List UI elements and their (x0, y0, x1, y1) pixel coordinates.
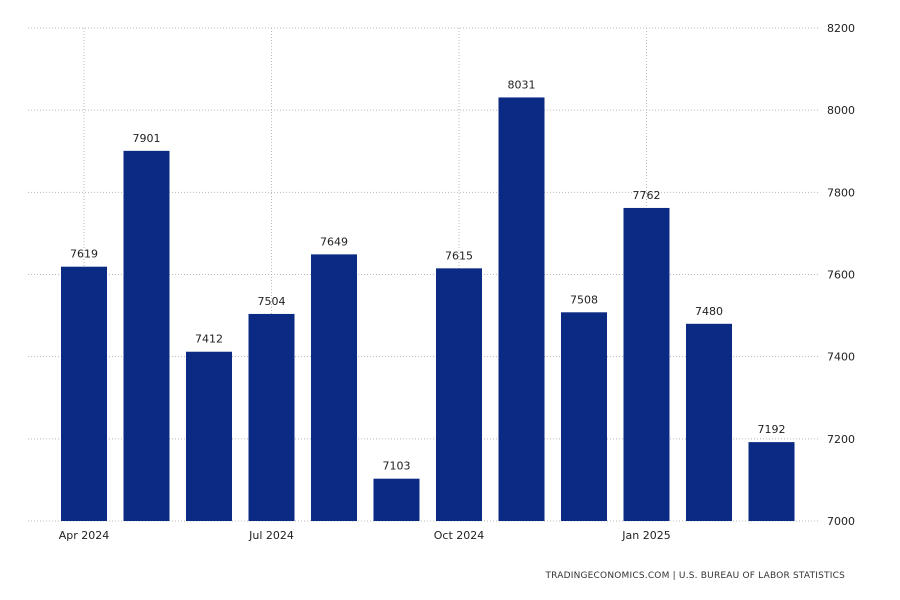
y-axis: 7000 7200 7400 7600 7800 8000 8200 (827, 22, 855, 528)
y-tick-label: 7000 (827, 515, 855, 528)
data-label: 7901 (133, 132, 161, 145)
data-label: 7480 (695, 305, 723, 318)
data-label: 7412 (195, 333, 223, 346)
bar (748, 442, 795, 521)
bar (686, 323, 732, 521)
source-footer: TRADINGECONOMICS.COM | U.S. BUREAU OF LA… (545, 571, 845, 581)
y-tick-label: 7800 (827, 186, 855, 199)
x-tick-label: Jan 2025 (621, 529, 670, 542)
data-label: 8031 (508, 78, 536, 91)
y-tick-label: 7600 (827, 269, 855, 282)
y-tick-label: 7200 (827, 433, 855, 446)
data-label: 7103 (383, 460, 411, 473)
data-label: 7619 (70, 248, 98, 261)
data-label: 7508 (570, 293, 598, 306)
bar (561, 312, 607, 521)
data-label: 7192 (758, 423, 786, 436)
x-tick-label: Jul 2024 (248, 529, 294, 542)
bar (186, 351, 232, 521)
bar (248, 313, 295, 521)
bar (311, 254, 357, 521)
data-label: 7615 (445, 249, 473, 262)
data-label: 7504 (258, 295, 286, 308)
data-labels: 7619 7901 7412 7504 7649 7103 7615 8031 7508 7762… (70, 78, 786, 472)
bar (623, 207, 670, 521)
bar (123, 150, 170, 521)
data-label: 7649 (320, 235, 348, 248)
bar (61, 266, 107, 521)
y-tick-label: 7400 (827, 351, 855, 364)
bar (373, 478, 420, 521)
y-tick-label: 8000 (827, 104, 855, 117)
x-axis: Apr 2024 Jul 2024 Oct 2024 Jan 2025 (59, 529, 671, 542)
y-tick-label: 8200 (827, 22, 855, 35)
bar (498, 97, 545, 521)
x-tick-label: Oct 2024 (434, 529, 485, 542)
data-label: 7762 (633, 189, 661, 202)
x-tick-label: Apr 2024 (59, 529, 110, 542)
bar (436, 268, 482, 521)
bars (61, 97, 795, 521)
